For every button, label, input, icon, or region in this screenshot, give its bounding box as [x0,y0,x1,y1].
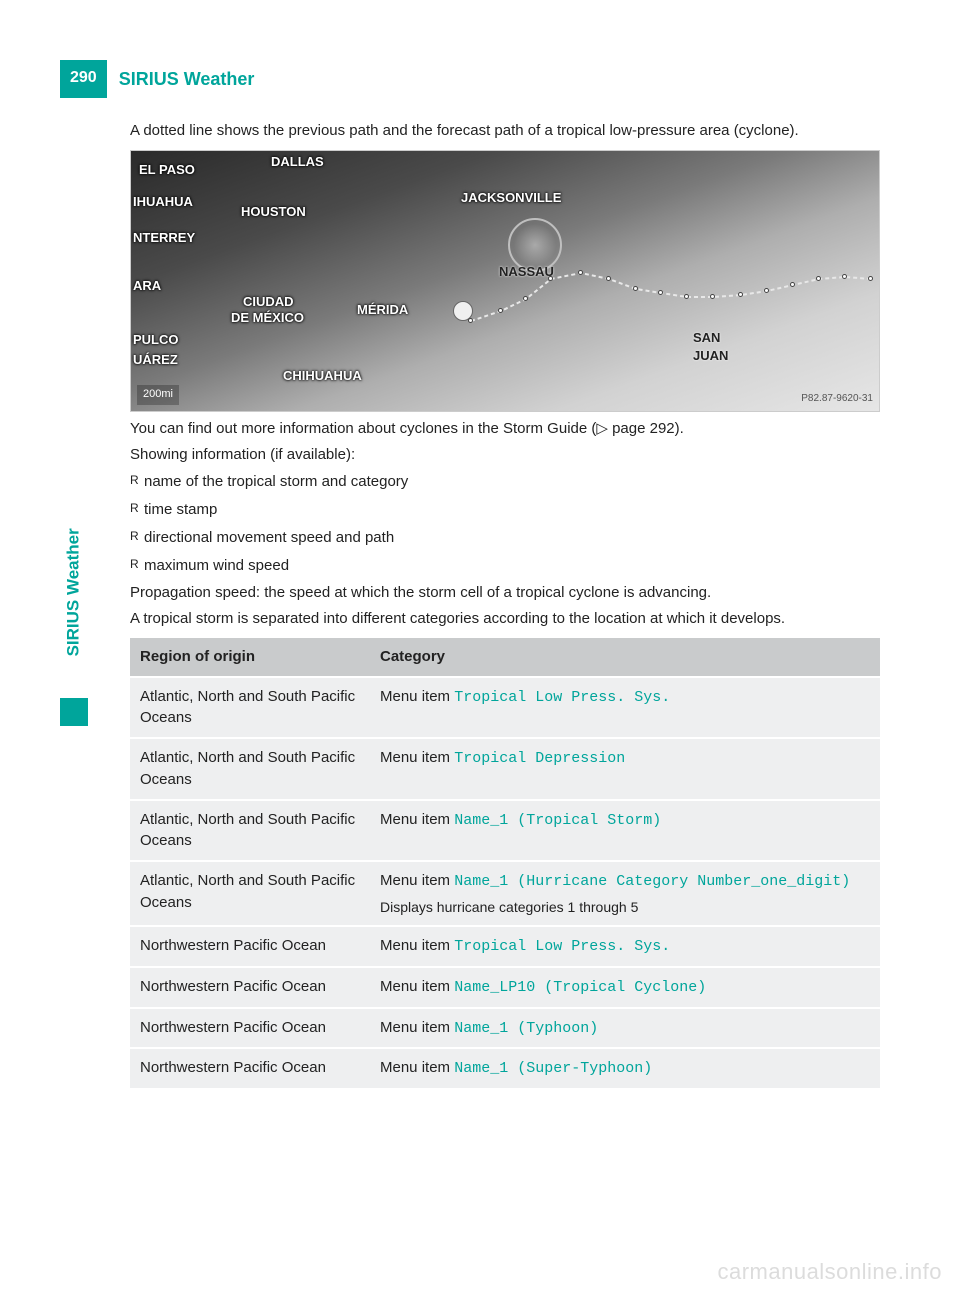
watermark: carmanualsonline.info [717,1256,942,1288]
intro-paragraph: A dotted line shows the previous path an… [130,120,880,142]
category-cell: Menu item Name_1 (Tropical Storm) [370,800,880,862]
city-label: CHIHUAHUA [283,367,362,386]
side-tab: SIRIUS Weather [60,480,88,720]
region-cell: Northwestern Pacific Ocean [130,1008,370,1049]
path-node-icon [468,318,473,323]
menu-item-mono: Tropical Low Press. Sys. [454,938,670,955]
path-node-icon [764,288,769,293]
menu-item-mono: Name_LP10 (Tropical Cyclone) [454,979,706,996]
menu-item-mono: Name_1 (Tropical Storm) [454,812,661,829]
city-label: IHUAHUA [133,193,193,212]
path-node-icon [523,296,528,301]
table-row: Atlantic, North and South Pacific Oceans… [130,800,880,862]
city-label: JUAN [693,347,728,366]
category-cell: Menu item Name_LP10 (Tropical Cyclone) [370,967,880,1008]
table-row: Northwestern Pacific OceanMenu item Name… [130,967,880,1008]
side-tab-label: SIRIUS Weather [62,492,87,692]
category-subtext: Displays hurricane categories 1 through … [380,897,870,917]
map-figure: 200mi P82.87-9620-31 EL PASO DALLAS IHUAHU… [130,150,880,412]
list-item: directional movement speed and path [130,527,880,549]
path-node-icon [710,294,715,299]
menu-item-mono: Tropical Depression [454,750,625,767]
menu-item-mono: Name_1 (Super-Typhoon) [454,1060,652,1077]
region-cell: Northwestern Pacific Ocean [130,926,370,967]
path-node-icon [842,274,847,279]
side-tab-block [60,698,88,726]
category-table: Region of origin Category Atlantic, Nort… [130,638,880,1090]
category-cell: Menu item Tropical Depression [370,738,880,800]
content-area: A dotted line shows the previous path an… [130,118,880,1090]
city-label: EL PASO [139,161,195,180]
menu-item-mono: Name_1 (Hurricane Category Number_one_di… [454,873,850,890]
path-node-icon [548,276,553,281]
table-row: Atlantic, North and South Pacific Oceans… [130,738,880,800]
category-cell: Menu item Name_1 (Typhoon) [370,1008,880,1049]
city-label: HOUSTON [241,203,306,222]
city-label: UÁREZ [133,351,178,370]
info-bullet-list: name of the tropical storm and category t… [130,471,880,576]
path-node-icon [684,294,689,299]
path-node-icon [658,290,663,295]
path-node-icon [606,276,611,281]
table-row: Northwestern Pacific OceanMenu item Trop… [130,926,880,967]
path-node-icon [816,276,821,281]
city-label: NTERREY [133,229,195,248]
path-node-icon [868,276,873,281]
category-cell: Menu item Tropical Low Press. Sys. [370,677,880,739]
categories-paragraph: A tropical storm is separated into diffe… [130,608,880,630]
table-header-region: Region of origin [130,638,370,677]
list-item: name of the tropical storm and category [130,471,880,493]
city-label: SAN [693,329,720,348]
path-node-icon [790,282,795,287]
map-scale: 200mi [137,385,179,405]
table-row: Atlantic, North and South Pacific Oceans… [130,861,880,926]
city-label: NASSAU [499,263,554,282]
city-label: DALLAS [271,153,324,172]
region-cell: Northwestern Pacific Ocean [130,1048,370,1089]
page-header: 290 SIRIUS Weather [60,60,266,98]
menu-item-mono: Tropical Low Press. Sys. [454,689,670,706]
region-cell: Northwestern Pacific Ocean [130,967,370,1008]
category-cell: Menu item Tropical Low Press. Sys. [370,926,880,967]
category-cell: Menu item Name_1 (Hurricane Category Num… [370,861,880,926]
table-row: Northwestern Pacific OceanMenu item Name… [130,1048,880,1089]
propagation-paragraph: Propagation speed: the speed at which th… [130,582,880,604]
path-node-icon [738,292,743,297]
city-label: DE MÉXICO [231,309,304,328]
region-cell: Atlantic, North and South Pacific Oceans [130,800,370,862]
table-row: Atlantic, North and South Pacific Oceans… [130,677,880,739]
menu-item-mono: Name_1 (Typhoon) [454,1020,598,1037]
figure-code: P82.87-9620-31 [801,392,873,407]
city-label: MÉRIDA [357,301,408,320]
region-cell: Atlantic, North and South Pacific Oceans [130,677,370,739]
table-row: Northwestern Pacific OceanMenu item Name… [130,1008,880,1049]
list-item: maximum wind speed [130,555,880,577]
list-item: time stamp [130,499,880,521]
city-label: ARA [133,277,161,296]
path-node-icon [498,308,503,313]
region-cell: Atlantic, North and South Pacific Oceans [130,861,370,926]
city-label: PULCO [133,331,179,350]
path-node-icon [578,270,583,275]
page-number: 290 [60,60,107,98]
region-cell: Atlantic, North and South Pacific Oceans [130,738,370,800]
table-header-category: Category [370,638,880,677]
path-node-icon [633,286,638,291]
city-label: JACKSONVILLE [461,189,561,208]
page-title: SIRIUS Weather [107,60,267,98]
storm-guide-paragraph: You can find out more information about … [130,418,880,440]
table-header-row: Region of origin Category [130,638,880,677]
showing-info-paragraph: Showing information (if available): [130,444,880,466]
category-cell: Menu item Name_1 (Super-Typhoon) [370,1048,880,1089]
